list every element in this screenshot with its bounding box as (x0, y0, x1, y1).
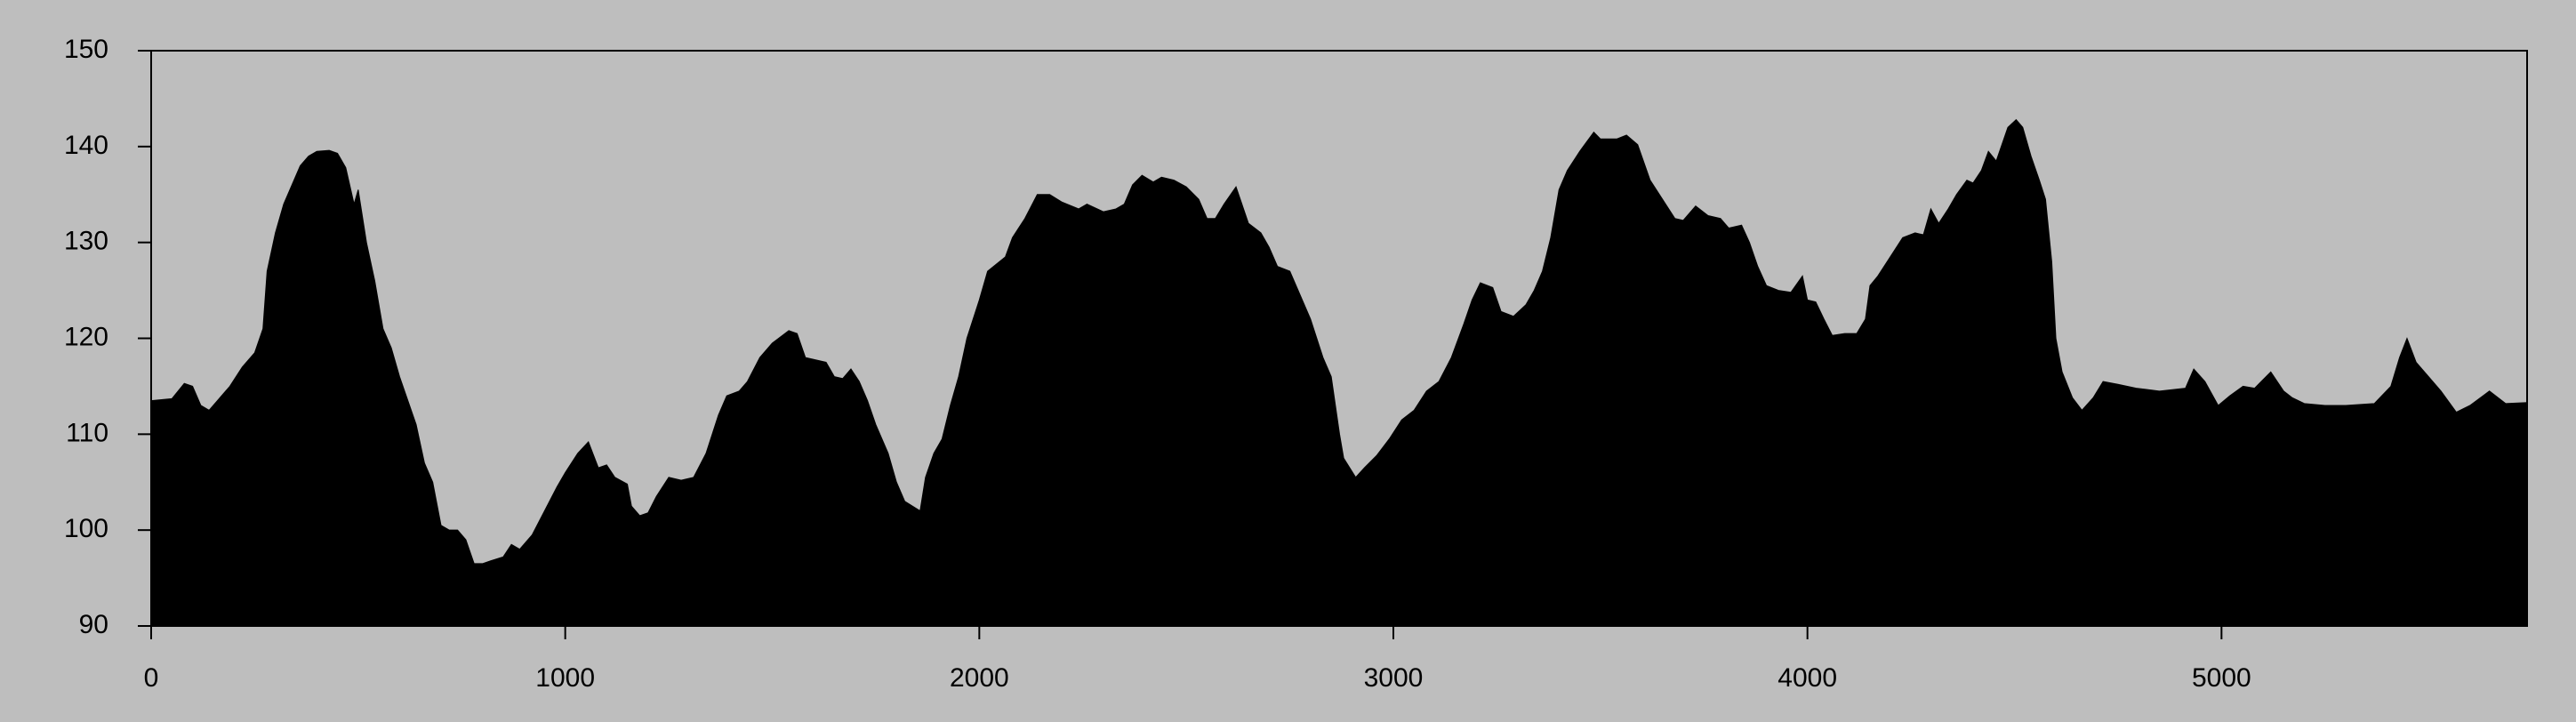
x-tick-label: 2000 (950, 663, 1009, 693)
x-tick-label: 1000 (535, 663, 595, 693)
y-tick-label: 110 (66, 418, 108, 447)
area (150, 118, 2528, 627)
x-tick-label: 0 (144, 663, 159, 693)
y-tick-label: 130 (64, 227, 108, 256)
y-tick-label: 120 (64, 322, 108, 351)
y-tick-label: 90 (79, 610, 108, 639)
y-tick-label: 150 (64, 35, 108, 64)
y-tick-label: 100 (64, 514, 108, 543)
y-tick-label: 140 (64, 131, 108, 160)
x-tick-label: 3000 (1364, 663, 1424, 693)
x-tick-label: 5000 (2192, 663, 2251, 693)
x-tick-label: 4000 (1778, 663, 1837, 693)
